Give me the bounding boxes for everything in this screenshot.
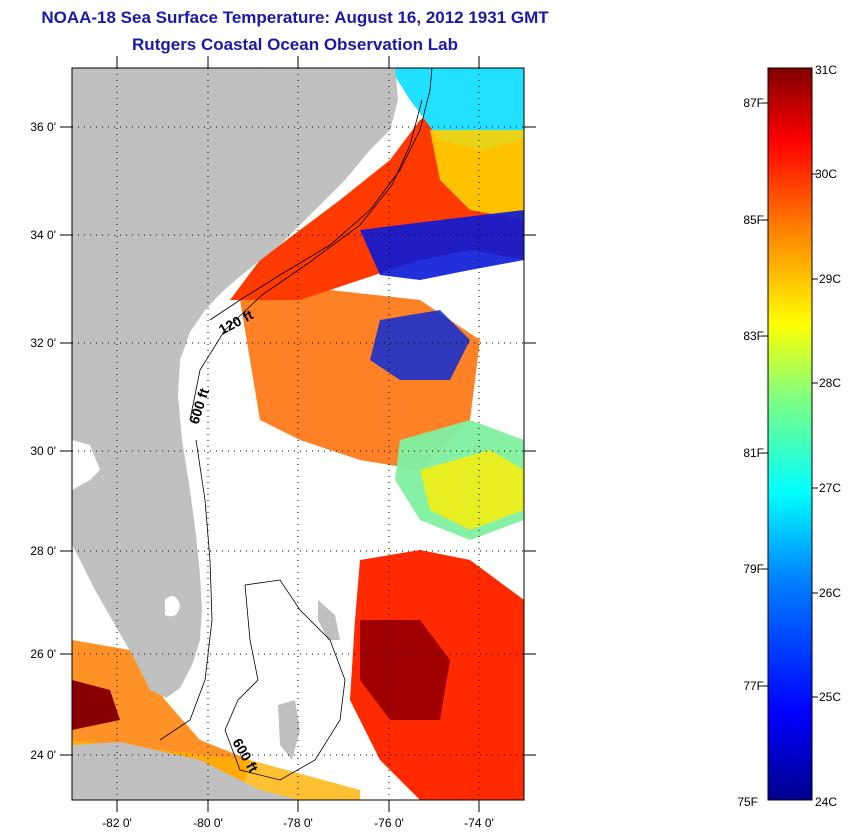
lon-label: -82 0' — [102, 816, 132, 830]
colorbar-c-label: 31C — [815, 63, 837, 77]
colorbar — [767, 67, 813, 801]
latitude-labels: 36 0' 34 0' 32 0' 30 0' 28 0' 26 0' 24 0… — [30, 120, 56, 762]
lon-label: -74 0' — [464, 816, 494, 830]
lat-label: 36 0' — [30, 120, 56, 134]
land-bahamas-abaco — [318, 600, 340, 640]
map-panel: 120 ft 600 ft 600 ft — [72, 68, 524, 800]
lon-label: -78 0' — [283, 816, 313, 830]
sst-patch-blue-band — [360, 210, 524, 280]
colorbar-c-label: 28C — [819, 376, 841, 390]
colorbar-fahrenheit-labels: 87F 85F 83F 81F 79F 77F 75F — [737, 96, 764, 809]
colorbar-celsius-labels: 31C 30C 29C 28C 27C 26C 25C 24C — [815, 63, 841, 809]
lat-label: 24 0' — [30, 748, 56, 762]
sst-patch-sw-dark — [72, 680, 120, 730]
sst-patch-south-dark — [360, 620, 450, 720]
colorbar-c-label: 24C — [815, 795, 837, 809]
lon-label: -76 0' — [374, 816, 404, 830]
colorbar-c-label: 27C — [819, 481, 841, 495]
colorbar-f-label: 85F — [743, 213, 764, 227]
land-southeast-us — [72, 68, 398, 698]
lon-label: -80 0' — [193, 816, 223, 830]
sst-patch-north-warm — [430, 130, 524, 220]
contour-120ft — [209, 68, 433, 321]
lat-label: 34 0' — [30, 228, 56, 242]
colorbar-f-label: 81F — [743, 446, 764, 460]
lat-label: 30 0' — [30, 444, 56, 458]
colorbar-f-label: 87F — [743, 96, 764, 110]
sst-patch-north-cool — [390, 68, 524, 150]
colorbar-c-label: 29C — [819, 272, 841, 286]
colorbar-f-label: 75F — [737, 795, 758, 809]
colorbar-c-label: 25C — [819, 690, 841, 704]
longitude-labels: -82 0' -80 0' -78 0' -76 0' -74 0' — [102, 816, 494, 830]
sst-patch-blue-mid — [370, 310, 470, 380]
lat-label: 26 0' — [30, 647, 56, 661]
colorbar-f-label: 77F — [743, 679, 764, 693]
colorbar-c-label: 26C — [819, 586, 841, 600]
colorbar-ticks — [762, 102, 818, 698]
contour-florida-shelf — [159, 439, 213, 741]
land-cuba — [72, 742, 300, 800]
map-ticks — [60, 56, 536, 812]
lat-label: 32 0' — [30, 336, 56, 350]
land-bahamas-andros — [278, 700, 300, 760]
map-title: NOAA-18 Sea Surface Temperature: August … — [41, 8, 549, 27]
sst-patch-yellow-east — [420, 450, 524, 530]
graticule — [72, 68, 524, 800]
colorbar-c-label: 30C — [815, 167, 837, 181]
colorbar-f-label: 83F — [743, 329, 764, 343]
lat-label: 28 0' — [30, 544, 56, 558]
land-lake-okeechobee — [165, 596, 180, 617]
map-subtitle: Rutgers Coastal Ocean Observation Lab — [132, 35, 458, 54]
colorbar-f-label: 79F — [743, 562, 764, 576]
